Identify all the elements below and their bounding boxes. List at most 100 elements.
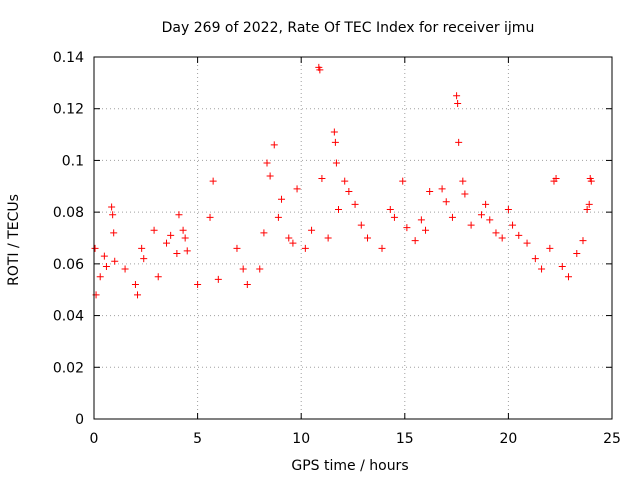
data-point [131,281,139,289]
data-point [163,239,171,247]
data-point [504,206,512,214]
data-point [378,244,386,252]
data-point [134,291,142,299]
data-point [332,159,340,167]
data-point [573,250,581,258]
data-point [110,229,118,237]
data-point [274,213,282,221]
data-point [442,198,450,206]
data-point [538,265,546,273]
data-point [206,213,214,221]
data-point [154,273,162,281]
data-point [256,265,264,273]
data-point [492,229,500,237]
data-point [209,177,217,185]
data-point [403,224,411,232]
data-point [243,281,251,289]
data-point [426,187,434,195]
x-tick-label: 15 [396,431,414,447]
data-point [150,226,158,234]
data-point [316,66,324,74]
data-point [100,252,108,260]
data-point [285,234,293,242]
data-point [453,92,461,100]
data-point [173,250,181,258]
data-point [167,231,175,239]
data-point [239,265,247,273]
data-point [357,221,365,229]
data-point [301,244,309,252]
y-tick-label: 0.12 [53,102,84,118]
data-point [438,185,446,193]
data-point [390,213,398,221]
data-point [523,239,531,247]
axis-ticks [93,56,613,420]
y-tick-label: 0.1 [62,153,84,169]
grid-lines [94,57,612,419]
y-tick-label: 0 [75,412,84,428]
data-point [108,203,116,211]
data-point [179,226,187,234]
data-point [461,190,469,198]
data-point [175,211,183,219]
data-point [467,221,475,229]
data-point [289,239,297,247]
data-point [194,281,202,289]
data-point [183,247,191,255]
data-point [585,200,593,208]
data-point [278,195,286,203]
data-point [531,255,539,263]
data-point [552,175,560,183]
y-tick-label: 0.02 [53,360,84,376]
data-points [91,63,595,299]
data-point [351,200,359,208]
data-point [482,200,490,208]
data-point [583,206,591,214]
y-tick-label: 0.06 [53,257,84,273]
data-point [546,244,554,252]
data-point [331,138,339,146]
data-point [364,234,372,242]
data-point [498,234,506,242]
data-point [96,273,104,281]
data-point [334,206,342,214]
data-point [181,234,189,242]
data-point [324,234,332,242]
data-point [509,221,517,229]
x-tick-label: 25 [603,431,621,447]
data-point [422,226,430,234]
y-axis-label: ROTI / TECUs [6,194,22,286]
data-point [308,226,316,234]
x-axis-label: GPS time / hours [291,458,408,474]
data-point [341,177,349,185]
y-tick-label: 0.04 [53,309,84,325]
y-tick-labels: 0 0.02 0.04 0.06 0.08 0.1 0.12 0.14 [53,50,84,428]
data-point [454,100,462,108]
data-point [459,177,467,185]
data-point [486,216,494,224]
data-point [91,244,99,252]
y-tick-label: 0.14 [53,50,84,66]
x-tick-label: 10 [292,431,310,447]
data-point [263,159,271,167]
data-point [102,262,110,270]
data-point [455,138,463,146]
data-point [558,262,566,270]
data-point [411,237,419,245]
data-point [266,172,274,180]
data-point [121,265,129,273]
data-point [293,185,301,193]
x-tick-label: 20 [499,431,517,447]
data-point [260,229,268,237]
data-point [587,177,595,185]
data-point [111,257,119,265]
data-point [233,244,241,252]
data-point [515,231,523,239]
data-point [386,206,394,214]
chart-title: Day 269 of 2022, Rate Of TEC Index for r… [162,20,535,36]
data-point [448,213,456,221]
data-point [109,211,117,219]
data-point [318,175,326,183]
data-point [214,275,222,283]
